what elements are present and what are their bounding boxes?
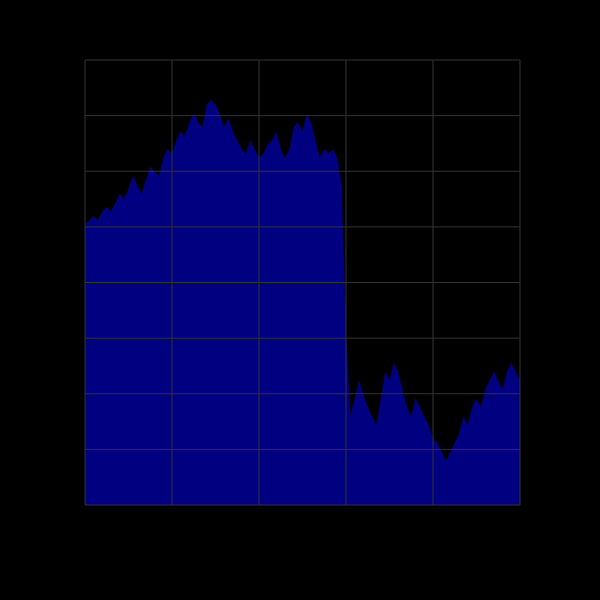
area-chart <box>0 0 600 600</box>
